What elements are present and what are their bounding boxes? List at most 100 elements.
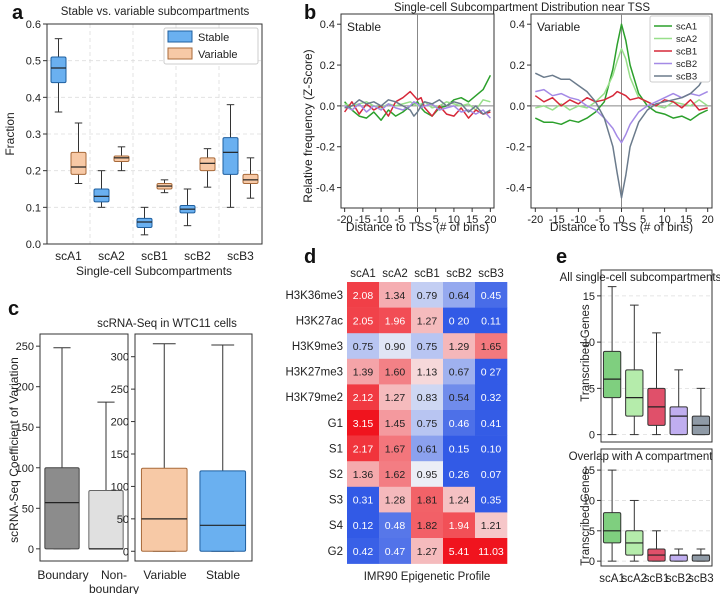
- b-y-tick-label: 0.2: [510, 60, 525, 72]
- d-heatmap-cell: [443, 384, 476, 411]
- d-cell-value: 0.67: [449, 367, 470, 379]
- b-series-line-scB2: [344, 101, 491, 119]
- d-cell-value: 0.41: [481, 418, 502, 430]
- d-heatmap-cell: [379, 384, 412, 411]
- e-x-tick-label: scB3: [688, 573, 714, 585]
- e-x-tick-label: scA1: [599, 573, 625, 585]
- a-title: Stable vs. variable subcompartments: [61, 6, 250, 18]
- box-iqr: [691, 554, 711, 562]
- d-heatmap-cell: [347, 282, 380, 308]
- b-legend-label-scB1: scB1: [676, 47, 697, 58]
- panel-label-b: b: [304, 2, 316, 24]
- d-heatmap-cell: [443, 461, 476, 488]
- a-y-tick-label: 0.4: [26, 92, 41, 104]
- b-x-tick-label: -10: [373, 214, 389, 226]
- a-legend-label-variable: Variable: [198, 49, 238, 61]
- c-y-tick-label: 100: [111, 481, 129, 493]
- b-y-tick-label: 0.4: [510, 19, 525, 31]
- e-y-tick-label: 0: [589, 430, 595, 442]
- e-ylabel: Transcribed Genes: [580, 304, 592, 402]
- c-x-tick-label-line: Non-: [101, 568, 127, 582]
- d-cell-value: 0.61: [417, 443, 438, 455]
- d-heatmap-cell: [443, 486, 476, 513]
- e-box-scB1: [647, 332, 666, 436]
- box-iqr: [625, 369, 644, 417]
- d-cell-value: 0.07: [481, 469, 502, 481]
- d-cell-value: 2.12: [353, 392, 374, 404]
- d-heatmap-cell: [411, 435, 444, 462]
- box-iqr: [602, 512, 622, 544]
- d-row-label: H3K27ac: [296, 315, 344, 327]
- d-heatmap-cell: [475, 384, 508, 411]
- e-x-tick-label: scB2: [666, 573, 692, 585]
- d-heatmap-cell: [443, 410, 476, 436]
- d-cell-value: 1.21: [481, 520, 502, 532]
- b-y-tick-label: 0.4: [320, 19, 335, 31]
- a-ylabel: Fraction: [3, 112, 17, 155]
- d-heatmap-cell: [347, 538, 380, 564]
- box-iqr: [50, 56, 67, 84]
- a-legend-label-stable: Stable: [198, 32, 229, 44]
- box-iqr: [669, 406, 688, 436]
- e-x-tick-label: scA2: [622, 573, 648, 585]
- a-x-tick-label: scB1: [141, 249, 168, 263]
- d-heatmap-cell: [347, 333, 380, 360]
- c-y-tick-label: 0: [28, 544, 34, 556]
- d-cell-value: 0.79: [417, 290, 438, 302]
- d-cell-value: 1.34: [385, 290, 406, 302]
- d-cell-value: 1.96: [385, 315, 406, 327]
- d-cell-value: 0.75: [417, 418, 438, 430]
- c-plot-frame-1: [134, 333, 253, 562]
- d-heatmap-cell: [379, 486, 412, 513]
- c-box-Stable: [199, 344, 247, 552]
- d-cell-value: 0.35: [481, 495, 502, 507]
- d-cell-value: 0 20: [449, 315, 470, 327]
- d-heatmap-cell: [411, 282, 444, 308]
- b-series-line-scB1: [534, 90, 708, 111]
- d-cell-value: 2.08: [353, 290, 374, 302]
- a-xlabel: Single-cell Subcompartments: [76, 264, 232, 278]
- c-y-tick-label: 300: [111, 352, 129, 364]
- d-cell-value: 1.27: [385, 392, 406, 404]
- c-x-tick-label-line: boundary: [89, 582, 139, 594]
- d-heatmap-cell: [411, 307, 444, 334]
- c-y-tick-label: 100: [16, 463, 34, 475]
- d-row-label: H3K36me3: [285, 290, 343, 302]
- d-cell-value: 0.75: [417, 341, 438, 353]
- d-heatmap-cell: [443, 358, 476, 385]
- d-heatmap-cell: [379, 461, 412, 488]
- d-heatmap-cell: [475, 461, 508, 488]
- a-y-tick-label: 0.1: [26, 202, 41, 214]
- d-row-label: S2: [329, 469, 343, 481]
- b-xlabel: Distance to TSS (# of bins): [346, 220, 489, 234]
- a-y-tick-label: 0.3: [26, 129, 41, 141]
- b-legend-label-scA2: scA2: [676, 34, 697, 45]
- c-y-tick-label: 250: [111, 384, 129, 396]
- d-cell-value: 1.28: [385, 495, 406, 507]
- d-heatmap-cell: [379, 435, 412, 462]
- d-heatmap-cell: [411, 486, 444, 513]
- e-y-tick-label: 10: [583, 337, 595, 349]
- box-iqr: [70, 151, 87, 175]
- a-x-tick-label: scA2: [98, 249, 125, 263]
- d-cell-value: 1.94: [449, 520, 470, 532]
- c-x-tick-label: Non-boundary: [89, 568, 139, 594]
- d-heatmap-cell: [475, 333, 508, 360]
- b-x-tick-label: -15: [549, 214, 565, 226]
- a-legend-swatch-stable: [167, 30, 193, 43]
- d-heatmap-cell: [443, 282, 476, 308]
- a-y-tick-label: 0.6: [26, 19, 41, 31]
- a-box-stable-scA1: [50, 38, 67, 113]
- panel-label-d: d: [304, 246, 316, 268]
- d-heatmap-cell: [411, 512, 444, 539]
- a-x-tick-label: scA1: [55, 249, 82, 263]
- d-heatmap-cell: [411, 410, 444, 436]
- b-x-tick-label: -10: [570, 214, 586, 226]
- b-legend-label-scA1: scA1: [676, 22, 697, 33]
- b-y-tick-label: -0.4: [506, 183, 525, 195]
- d-cell-value: 0.15: [449, 443, 470, 455]
- d-cell-value: 0.12: [353, 520, 374, 532]
- d-heatmap-cell: [411, 461, 444, 488]
- b-series-line-scA1: [344, 74, 492, 121]
